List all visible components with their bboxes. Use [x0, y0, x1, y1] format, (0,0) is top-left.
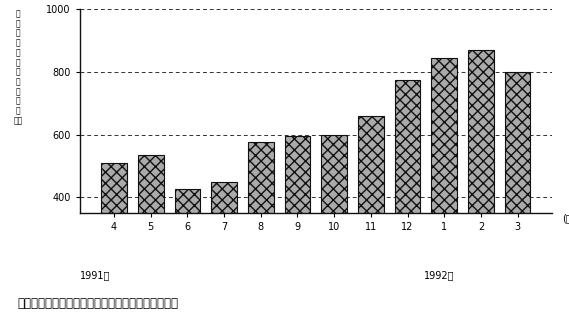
Bar	[284, 136, 310, 313]
Bar	[321, 135, 347, 313]
Text: (月): (月)	[562, 213, 569, 223]
Bar	[138, 155, 163, 313]
Bar	[358, 116, 384, 313]
Bar	[248, 142, 274, 313]
Text: 1991年: 1991年	[80, 270, 110, 280]
Bar	[101, 163, 127, 313]
Bar	[431, 58, 457, 313]
Bar	[468, 50, 494, 313]
Text: 噴火渾産養殖ホタテガイ１齢貝のタウリン量の変化: 噴火渾産養殖ホタテガイ１齢貝のタウリン量の変化	[17, 297, 178, 310]
Text: 1992年: 1992年	[424, 270, 455, 280]
Bar	[211, 182, 237, 313]
Bar	[175, 189, 200, 313]
Text: タ
ウ
リ
ン
（
ｍ
ｇ
／
１
０
０
ｇ）: タ ウ リ ン （ ｍ ｇ ／ １ ０ ０ ｇ）	[14, 9, 23, 125]
Bar	[505, 72, 530, 313]
Bar	[395, 80, 420, 313]
